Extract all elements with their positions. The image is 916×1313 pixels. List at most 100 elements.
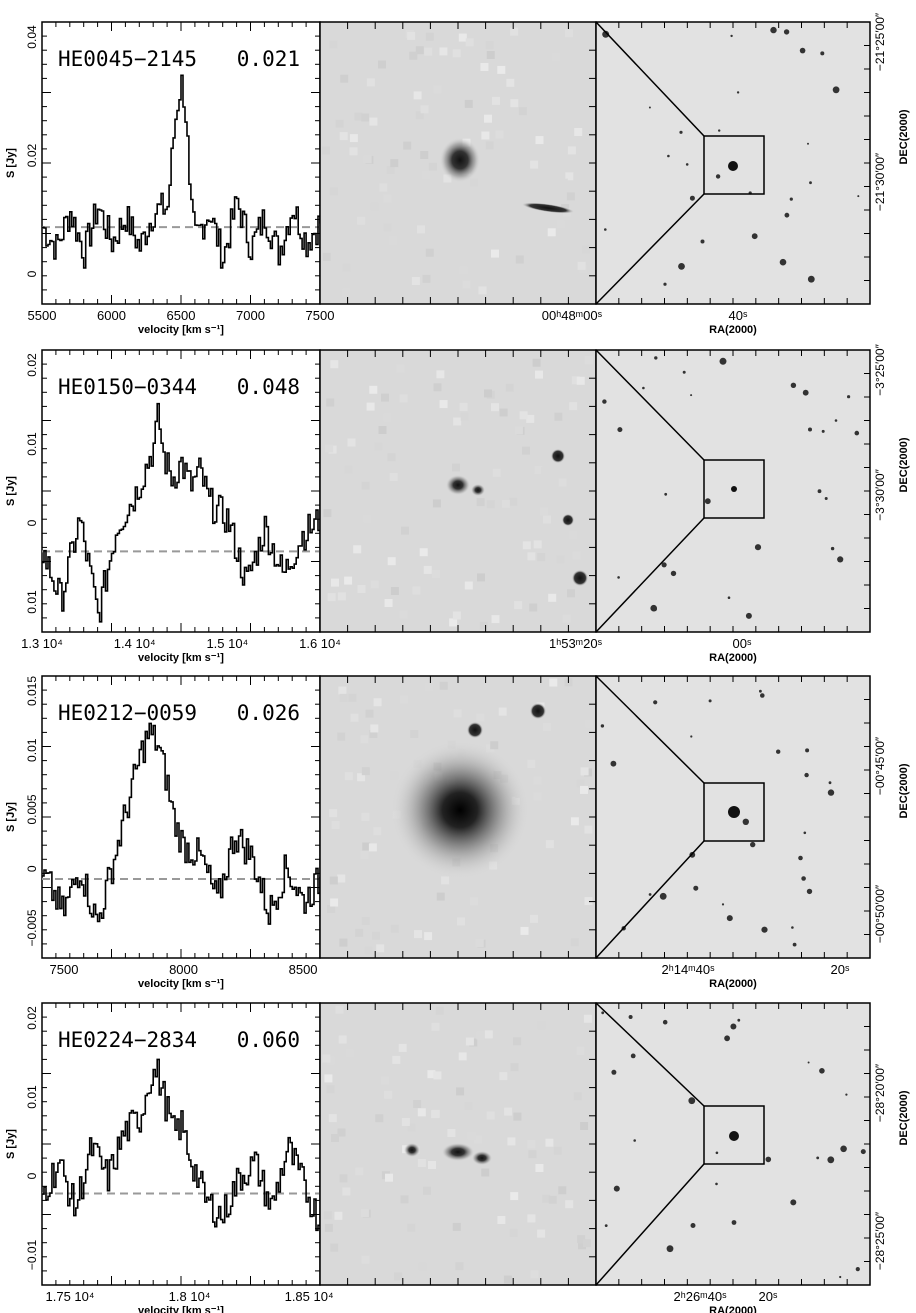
sky-noise bbox=[509, 1228, 518, 1237]
sky-noise bbox=[350, 713, 359, 722]
sky-noise bbox=[464, 1102, 473, 1110]
field-star bbox=[689, 195, 695, 201]
x-tick-label: 6000 bbox=[97, 308, 126, 323]
figure-row: 1.3 10⁴ 1.4 10⁴ 1.5 10⁴ 1.6 10⁴ 0.01 0 0.01 0.0… bbox=[5, 343, 910, 664]
sky-noise bbox=[572, 551, 581, 560]
sky-noise bbox=[547, 228, 556, 237]
sky-noise bbox=[529, 603, 538, 612]
sky-noise bbox=[447, 1129, 456, 1137]
sky-noise bbox=[535, 1164, 544, 1172]
sky-noise bbox=[559, 178, 568, 187]
sky-noise bbox=[372, 931, 380, 940]
sky-noise bbox=[338, 686, 347, 695]
sky-noise bbox=[459, 266, 468, 275]
sky-noise bbox=[513, 1037, 522, 1046]
field-star bbox=[819, 1068, 825, 1074]
x-tick-label: 5500 bbox=[28, 308, 57, 323]
field-star bbox=[602, 399, 607, 404]
sky-noise bbox=[563, 868, 572, 877]
sky-noise bbox=[453, 417, 462, 426]
sky-noise bbox=[570, 938, 579, 947]
sky-noise bbox=[342, 288, 351, 297]
sky-noise bbox=[374, 442, 383, 451]
sky-noise bbox=[490, 741, 499, 750]
dec-axis-label: DEC(2000) bbox=[898, 763, 910, 818]
galaxy-source bbox=[472, 1151, 492, 1165]
field-star bbox=[679, 130, 683, 134]
sky-noise bbox=[443, 174, 452, 183]
sky-noise bbox=[337, 1128, 346, 1137]
dec-tick-label: −28°25′00″ bbox=[873, 1211, 887, 1270]
sky-noise bbox=[327, 593, 336, 602]
sky-noise bbox=[326, 398, 335, 407]
sky-noise bbox=[338, 1035, 347, 1044]
field-star bbox=[827, 789, 835, 796]
sky-noise bbox=[390, 924, 399, 933]
sky-noise bbox=[412, 586, 421, 595]
field-star bbox=[765, 1156, 772, 1163]
spectrum-line bbox=[42, 1058, 321, 1232]
sky-noise bbox=[349, 147, 358, 156]
field-star bbox=[770, 26, 777, 34]
sky-noise bbox=[417, 1159, 426, 1167]
sky-noise bbox=[378, 426, 387, 434]
sky-noise bbox=[530, 1270, 539, 1279]
ra-tick-label: 2ʰ26ᵐ40ˢ bbox=[674, 1289, 728, 1304]
zoom-image-panel: 00ʰ48ᵐ00ˢ bbox=[319, 21, 603, 323]
sky-noise bbox=[422, 170, 431, 179]
field-star bbox=[761, 926, 768, 933]
sky-noise bbox=[465, 1037, 474, 1046]
sky-noise bbox=[420, 105, 429, 114]
sky-noise bbox=[452, 49, 461, 58]
field-star bbox=[737, 1018, 741, 1022]
sky-noise bbox=[457, 917, 465, 926]
spectrum-frame bbox=[41, 21, 321, 305]
sky-noise bbox=[537, 553, 546, 562]
sky-noise bbox=[361, 917, 370, 925]
sky-noise bbox=[584, 897, 593, 906]
sky-noise bbox=[514, 601, 523, 610]
sky-noise bbox=[548, 593, 557, 602]
sky-noise bbox=[365, 709, 374, 718]
field-star bbox=[721, 903, 725, 906]
y-axis-label: S [Jy] bbox=[5, 476, 17, 506]
x-tick-label: 1.3 10⁴ bbox=[21, 636, 63, 651]
sky-noise bbox=[364, 946, 373, 955]
sky-noise bbox=[567, 146, 576, 155]
sky-noise bbox=[360, 1209, 369, 1218]
sky-noise bbox=[379, 183, 388, 192]
sky-noise bbox=[361, 767, 370, 776]
field-star bbox=[715, 1151, 719, 1155]
sky-noise bbox=[556, 517, 565, 526]
star-source bbox=[562, 514, 574, 526]
ra-tick-label: 00ˢ bbox=[733, 636, 752, 651]
sky-noise bbox=[407, 1223, 416, 1232]
field-star bbox=[715, 174, 721, 179]
sky-noise bbox=[399, 394, 408, 403]
field-star bbox=[791, 926, 794, 929]
figure-row: 1.75 10⁴ 1.8 10⁴ 1.85 10⁴ −0.01 0 0.01 0.02 S [… bbox=[5, 1002, 910, 1313]
sky-noise bbox=[383, 194, 392, 203]
sky-noise bbox=[376, 944, 385, 953]
sky-noise bbox=[360, 735, 369, 744]
sky-noise bbox=[335, 119, 344, 128]
sky-noise bbox=[436, 892, 445, 901]
field-star bbox=[801, 876, 806, 881]
redshift-value: 0.060 bbox=[237, 1028, 300, 1052]
figure-row: 7500 8000 8500 −0.005 0 0.005 0.01 0.015 S [Jy] v… bbox=[5, 675, 910, 990]
sky-noise bbox=[366, 402, 375, 411]
sky-noise bbox=[349, 134, 358, 143]
field-star bbox=[745, 612, 752, 619]
sky-noise bbox=[390, 587, 399, 595]
sky-noise bbox=[439, 47, 448, 56]
field-star bbox=[718, 129, 721, 132]
sky-noise bbox=[425, 248, 434, 257]
sky-noise bbox=[400, 695, 409, 704]
sky-noise bbox=[577, 1235, 586, 1244]
field-star bbox=[799, 47, 806, 54]
field-star bbox=[690, 394, 693, 397]
sky-noise bbox=[425, 32, 434, 41]
field-star bbox=[789, 197, 793, 201]
sky-noise bbox=[514, 426, 523, 435]
field-star bbox=[600, 724, 605, 728]
